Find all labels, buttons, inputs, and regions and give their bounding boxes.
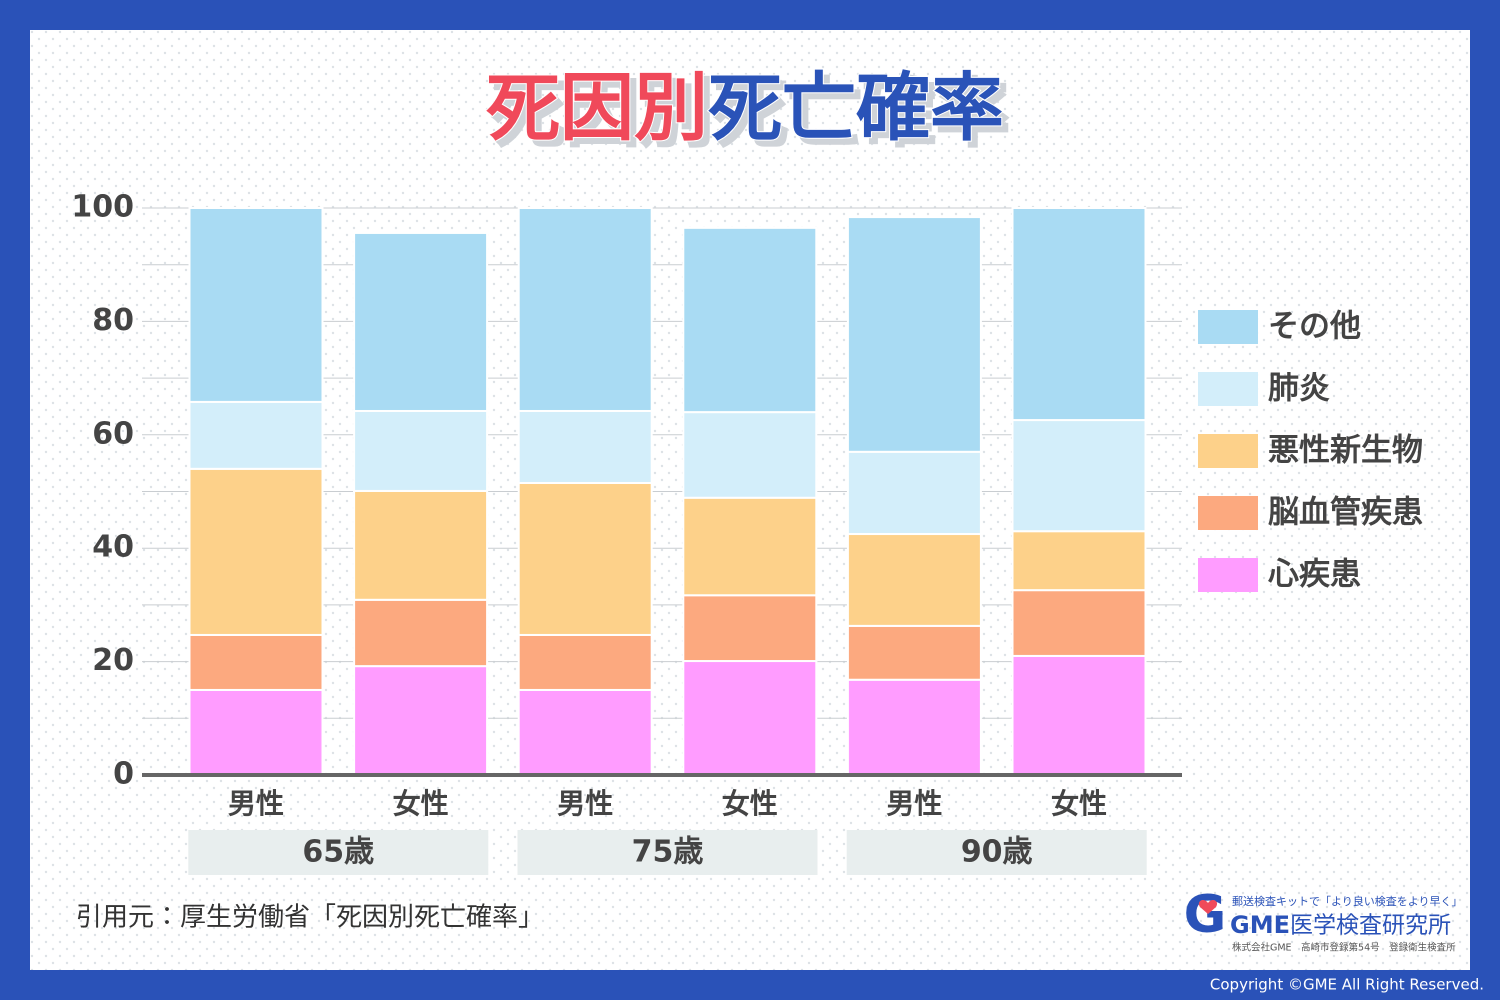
y-tick-label: 40 (92, 530, 134, 565)
x-tick-label: 女性 (1051, 787, 1107, 820)
legend-swatch (1198, 372, 1258, 406)
bar-segment (517, 481, 653, 636)
x-tick-label: 女性 (393, 787, 449, 820)
legend-label: 心疾患 (1267, 557, 1361, 593)
logo-brand: GME (1230, 911, 1290, 939)
group-label: 75歳 (632, 835, 704, 870)
logo-mark: G (1184, 885, 1227, 945)
plot: 0 20 40 60 80 100 男性 女性 男性 女性 男性 女性 65歳 75歳 90歳 心疾患 脳血管疾… (71, 190, 1423, 875)
legend-swatch (1198, 310, 1258, 344)
title-part: 死亡確率 (708, 65, 1004, 151)
x-tick-label: 女性 (722, 787, 778, 820)
bar-segment (1011, 530, 1147, 592)
bar-segment (188, 688, 324, 777)
group-label: 65歳 (302, 835, 374, 870)
bar-segment (846, 450, 982, 536)
bar-segment (682, 496, 818, 597)
legend-label: 脳血管疾患 (1268, 495, 1423, 531)
bar-segment (517, 409, 653, 484)
bar-segment (682, 226, 818, 414)
bar-segment (188, 633, 324, 691)
source: 引用元：厚生労働省「死因別死亡確率」 (76, 903, 544, 933)
bar-segment (188, 207, 324, 403)
legend-swatch (1198, 434, 1258, 468)
y-tick-label: 80 (92, 303, 134, 338)
bar-segment (846, 216, 982, 453)
bar-segment (353, 489, 489, 601)
legend-swatch (1198, 558, 1258, 592)
bar-segment (682, 660, 818, 777)
legend-label: 肺炎 (1268, 371, 1330, 407)
copyright: Copyright ©GME All Right Reserved. (1210, 976, 1484, 994)
x-tick-label: 男性 (557, 787, 613, 820)
legend-label: その他 (1268, 309, 1361, 345)
x-tick-label: 男性 (228, 787, 284, 820)
bar-segment (846, 533, 982, 627)
y-tick-label: 60 (92, 416, 134, 451)
y-tick-label: 20 (92, 643, 134, 678)
bar-segment (353, 665, 489, 776)
bar-segment (1011, 589, 1147, 657)
bar-segment (517, 207, 653, 412)
bar-segment (846, 624, 982, 681)
bar-segment (682, 594, 818, 663)
bar-segment (1011, 654, 1147, 776)
group-box (188, 830, 489, 875)
group-box (846, 830, 1147, 875)
y-tick-label: 100 (71, 190, 134, 225)
logo-name: 医学検査研究所 (1290, 913, 1451, 939)
chart-title: 死因別死亡確率 (486, 65, 1004, 151)
bar-segment (517, 688, 653, 777)
bar-segment (353, 231, 489, 412)
bar-segment (517, 633, 653, 691)
legend-label: 悪性新生物 (1268, 433, 1423, 469)
legend-swatch (1198, 496, 1258, 530)
bar-segment (188, 400, 324, 470)
x-tick-label: 男性 (886, 787, 942, 820)
bar-segment (188, 467, 324, 636)
bar-segment (682, 411, 818, 499)
logo-heart (1198, 900, 1218, 914)
bar-segment (353, 409, 489, 492)
logo-tagline: 郵送検査キットで「より良い検査をより早く」 (1232, 894, 1463, 908)
group-box (517, 830, 818, 875)
bar-segment (846, 678, 982, 777)
group-label: 90歳 (961, 835, 1033, 870)
bar-segment (1011, 419, 1147, 533)
bar-segment (1011, 207, 1147, 422)
title-part: 死因別 (486, 65, 708, 151)
logo: G 郵送検査キットで「より良い検査をより早く」 GME 医学検査研究所 株式会社… (1184, 885, 1463, 954)
y-tick-label: 0 (113, 757, 134, 792)
bar-segment (353, 598, 489, 668)
logo-registration: 株式会社GME 高崎市登録第54号 登録衛生検査所 (1232, 942, 1456, 954)
